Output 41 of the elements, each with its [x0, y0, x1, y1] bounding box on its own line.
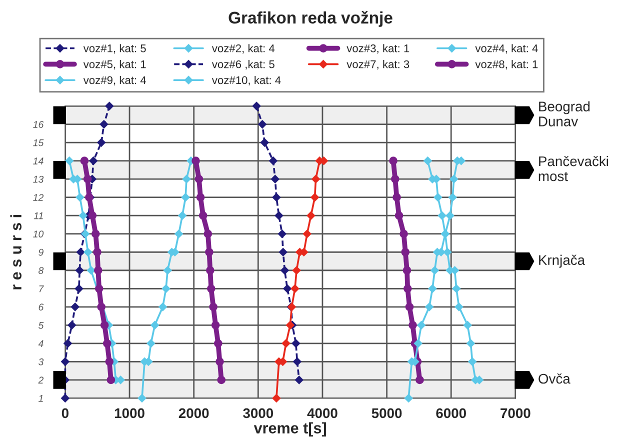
legend-label: voz#6 ,kat: 5 [212, 60, 274, 70]
legend-label: voz#2, kat: 4 [212, 44, 275, 54]
y-tick-label: 10 [33, 230, 44, 238]
chart-title: Grafikon reda vožnje [228, 11, 392, 27]
y-tick-label: 9 [38, 248, 44, 256]
legend-label: voz#8, kat: 1 [475, 60, 538, 70]
x-axis-title: vreme t[s] [254, 422, 326, 436]
y-tick-label: 16 [33, 121, 44, 128]
x-tick-label: 0 [62, 408, 68, 418]
x-tick-label: 7000 [500, 408, 530, 418]
x-tick-label: 1000 [114, 408, 144, 418]
x-tick-label: 2000 [178, 408, 209, 418]
legend-label: voz#3, kat: 1 [346, 44, 410, 54]
y-tick-label: 3 [38, 358, 44, 366]
legend-label: voz#10, kat: 4 [212, 76, 281, 86]
y-tick-label: 7 [39, 285, 44, 292]
y-axis-title: r e s u r s i [10, 214, 22, 290]
band-label: Pančevački most [538, 156, 608, 182]
y-tick-label: 15 [33, 139, 44, 146]
x-tick-label: 3000 [243, 408, 274, 418]
y-tick-label: 4 [38, 340, 44, 347]
y-tick-label: 1 [38, 395, 43, 402]
y-tick-label: 2 [38, 376, 44, 384]
y-tick-label: 5 [38, 322, 44, 329]
x-tick-label: 6000 [436, 408, 466, 418]
legend-label: voz#4, kat: 4 [475, 44, 538, 54]
band-label: Krnjača [539, 254, 586, 268]
band-label: Beograd Dunav [539, 101, 590, 126]
y-tick-label: 14 [33, 158, 44, 164]
y-tick-label: 6 [38, 304, 44, 311]
y-tick-label: 12 [33, 194, 44, 201]
y-tick-label: 11 [34, 212, 43, 220]
y-tick-label: 8 [38, 267, 44, 274]
x-tick-label: 5000 [372, 408, 402, 418]
legend-label: voz#9, kat: 4 [83, 76, 146, 86]
legend-label: voz#7, kat: 3 [346, 60, 410, 70]
x-tick-label: 4000 [307, 408, 338, 418]
legend-label: voz#5, kat: 1 [83, 60, 146, 70]
legend-label: voz#1, kat: 5 [83, 44, 146, 54]
band-label: Ovča [538, 373, 570, 384]
y-tick-label: 13 [33, 176, 44, 183]
